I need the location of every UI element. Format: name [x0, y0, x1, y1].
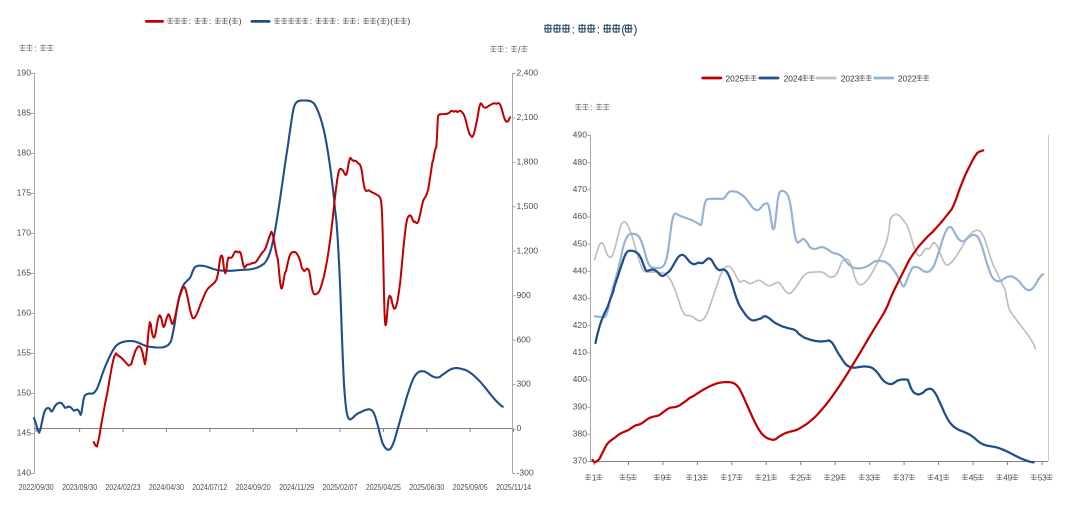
svg-text:(: ( [621, 23, 625, 37]
svg-text:460: 460 [573, 211, 588, 221]
svg-text:145: 145 [17, 428, 32, 438]
svg-text:): ) [387, 16, 390, 26]
svg-text:2025/02/07: 2025/02/07 [323, 483, 358, 492]
svg-text:2023/09/30: 2023/09/30 [62, 483, 97, 492]
svg-text:9: 9 [661, 473, 666, 483]
svg-text:2024/04/30: 2024/04/30 [149, 483, 184, 492]
svg-text:190: 190 [17, 68, 32, 78]
svg-text:430: 430 [573, 293, 588, 303]
svg-text:2024/07/12: 2024/07/12 [192, 483, 227, 492]
svg-text:420: 420 [573, 320, 588, 330]
svg-text:3: 3 [900, 473, 905, 483]
svg-text:155: 155 [17, 348, 32, 358]
svg-text:150: 150 [17, 388, 32, 398]
svg-text:490: 490 [573, 130, 588, 140]
svg-text::: : [505, 44, 508, 54]
svg-text:2: 2 [762, 473, 767, 483]
svg-text:600: 600 [517, 334, 532, 344]
svg-text:2024/11/29: 2024/11/29 [279, 483, 314, 492]
svg-text:7: 7 [904, 473, 909, 483]
svg-text::: : [572, 23, 575, 37]
svg-text:1: 1 [727, 473, 732, 483]
svg-text:2,100: 2,100 [517, 112, 539, 122]
svg-text:5: 5 [1038, 473, 1043, 483]
svg-text:4: 4 [1003, 473, 1008, 483]
svg-text:1,800: 1,800 [517, 157, 539, 167]
svg-text:480: 480 [573, 157, 588, 167]
svg-text:(: ( [377, 16, 380, 26]
svg-text:185: 185 [17, 108, 32, 118]
svg-text:(: ( [390, 16, 393, 26]
svg-text:400: 400 [573, 374, 588, 384]
svg-text:450: 450 [573, 238, 588, 248]
svg-text:/: / [518, 44, 521, 54]
svg-text:(: ( [229, 16, 232, 26]
svg-text:4: 4 [969, 473, 974, 483]
svg-text:2024/02/23: 2024/02/23 [106, 483, 141, 492]
svg-text:175: 175 [17, 188, 32, 198]
svg-text:4: 4 [934, 473, 939, 483]
svg-text:3: 3 [870, 473, 875, 483]
svg-text::: : [189, 16, 191, 26]
svg-text:2022: 2022 [898, 74, 917, 84]
svg-text:165: 165 [17, 268, 32, 278]
svg-text:2,400: 2,400 [517, 68, 539, 78]
svg-text:3: 3 [865, 473, 870, 483]
svg-text:2025/09/05: 2025/09/05 [453, 483, 488, 492]
svg-text:300: 300 [517, 379, 532, 389]
svg-text:-300: -300 [517, 468, 534, 478]
svg-text:410: 410 [573, 347, 588, 357]
svg-text::: : [34, 43, 37, 53]
svg-text:140: 140 [17, 468, 32, 478]
svg-text:2022/09/30: 2022/09/30 [19, 483, 54, 492]
svg-text:180: 180 [17, 148, 32, 158]
svg-text:2025/04/25: 2025/04/25 [366, 483, 401, 492]
svg-text:170: 170 [17, 228, 32, 238]
svg-text::: : [597, 23, 600, 37]
svg-text:1,200: 1,200 [517, 245, 539, 255]
svg-text:160: 160 [17, 308, 32, 318]
svg-text:1: 1 [592, 473, 597, 483]
svg-text:5: 5 [801, 473, 806, 483]
svg-text:): ) [633, 23, 637, 37]
svg-text:): ) [407, 16, 410, 26]
svg-text:2025/06/30: 2025/06/30 [409, 483, 444, 492]
svg-text::: : [337, 16, 339, 26]
svg-text:2: 2 [796, 473, 801, 483]
svg-text::: : [310, 16, 312, 26]
svg-text:): ) [239, 16, 242, 26]
svg-text:470: 470 [573, 184, 588, 194]
svg-text:2024/09/20: 2024/09/20 [236, 483, 271, 492]
svg-text:3: 3 [1042, 473, 1047, 483]
svg-text:900: 900 [517, 290, 532, 300]
svg-text:1: 1 [939, 473, 944, 483]
svg-text:0: 0 [517, 423, 522, 433]
svg-text:5: 5 [626, 473, 631, 483]
svg-text:2025: 2025 [726, 74, 745, 84]
svg-text::: : [209, 16, 211, 26]
svg-text:5: 5 [973, 473, 978, 483]
svg-text::: : [357, 16, 359, 26]
svg-text:370: 370 [573, 456, 588, 466]
svg-text:390: 390 [573, 401, 588, 411]
svg-text:1: 1 [766, 473, 771, 483]
svg-text:2024: 2024 [784, 74, 803, 84]
svg-text:3: 3 [697, 473, 702, 483]
svg-text:9: 9 [1008, 473, 1013, 483]
svg-text::: : [590, 102, 593, 112]
svg-text:2025/11/14: 2025/11/14 [496, 483, 531, 492]
svg-text:440: 440 [573, 266, 588, 276]
svg-text:2023: 2023 [841, 74, 860, 84]
svg-text:380: 380 [573, 429, 588, 439]
svg-text:2: 2 [831, 473, 836, 483]
svg-text:7: 7 [732, 473, 737, 483]
svg-text:1: 1 [693, 473, 698, 483]
svg-text:9: 9 [835, 473, 840, 483]
svg-text:1,500: 1,500 [517, 201, 539, 211]
